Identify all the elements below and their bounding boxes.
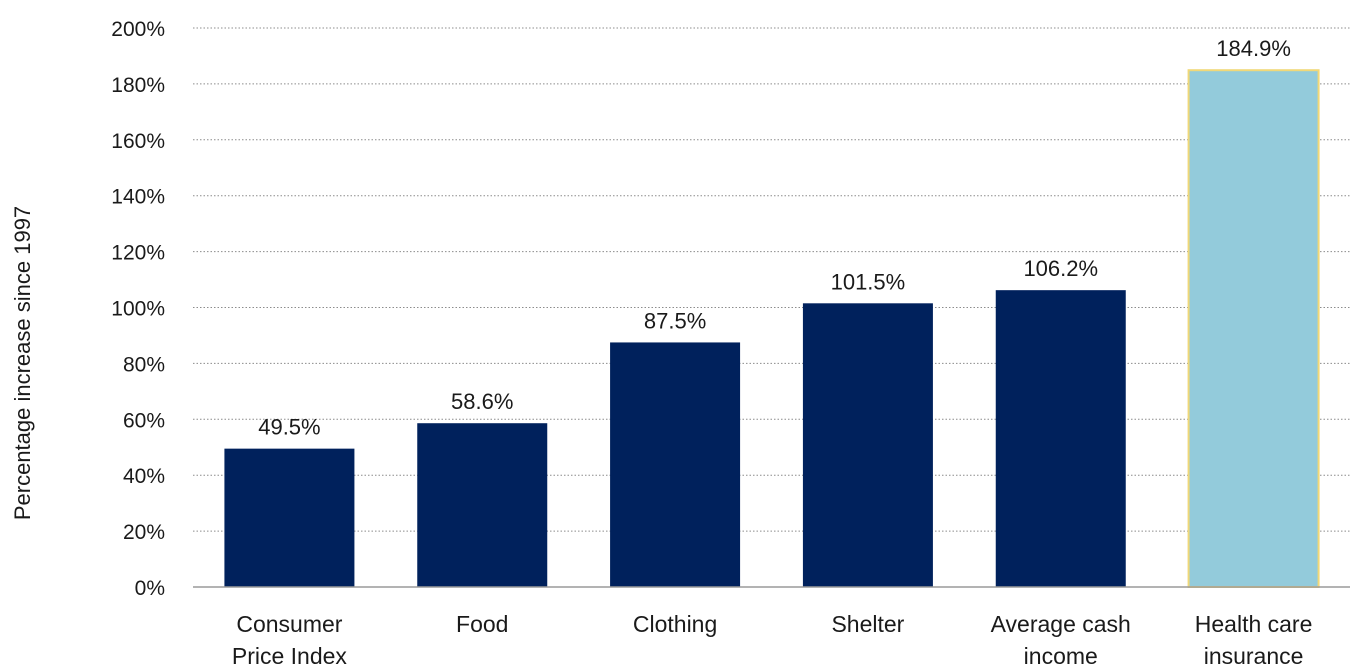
gridlines (193, 27, 1350, 532)
bar (417, 423, 548, 587)
x-tick-label: Average cash (991, 611, 1131, 637)
y-axis-label: Percentage increase since 1997 (10, 206, 35, 520)
x-tick-label: Health care (1195, 611, 1313, 637)
bar (802, 303, 933, 587)
bar (610, 342, 741, 587)
x-tick-label: Price Index (232, 643, 348, 669)
bar (995, 290, 1126, 587)
y-tick-label: 20% (123, 521, 165, 544)
data-label: 49.5% (258, 415, 320, 440)
y-tick-label: 140% (111, 186, 165, 209)
bars (224, 69, 1320, 588)
x-tick-label: insurance (1204, 643, 1304, 669)
data-label: 106.2% (1023, 256, 1098, 281)
y-tick-label: 80% (123, 353, 165, 376)
x-axis-labels: Consumer Price Index Food Clothing Shelter Av… (232, 611, 1313, 669)
data-label: 101.5% (831, 269, 906, 294)
y-tick-label: 120% (111, 242, 165, 265)
x-tick-label: Clothing (633, 611, 717, 637)
y-tick-label: 180% (111, 74, 165, 97)
data-label: 184.9% (1216, 36, 1291, 61)
data-labels: 49.5% 58.6% 87.5% 101.5% 106.2% 184.9% (258, 36, 1291, 439)
x-tick-label: Consumer (236, 611, 342, 637)
x-tick-label: Shelter (831, 611, 904, 637)
y-tick-label: 0% (135, 577, 165, 600)
y-tick-label: 100% (111, 298, 165, 321)
y-tick-label: 40% (123, 465, 165, 488)
y-axis-ticks: 0% 20% 40% 60% 80% 100% 120% 140% 160% 180% 200% (111, 18, 165, 600)
x-tick-label: income (1024, 643, 1098, 669)
data-label: 58.6% (451, 389, 513, 414)
y-tick-label: 60% (123, 409, 165, 432)
x-tick-label: Food (456, 611, 508, 637)
data-label: 87.5% (644, 308, 706, 333)
bar-highlight (1187, 69, 1320, 588)
y-tick-label: 160% (111, 130, 165, 153)
bar (224, 448, 355, 587)
y-tick-label: 200% (111, 18, 165, 41)
